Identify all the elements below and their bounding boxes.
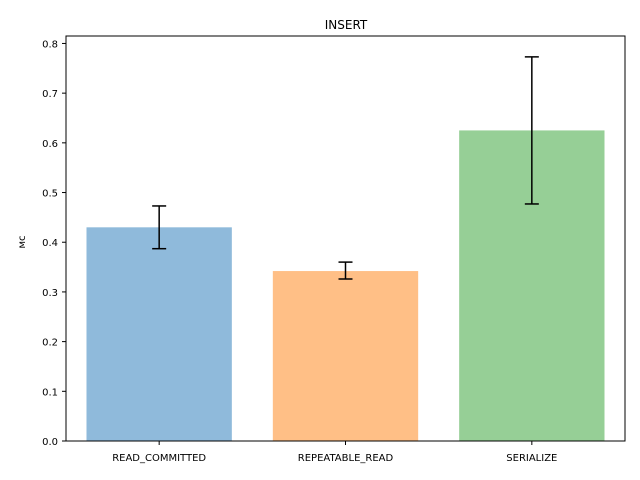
- x-tick-label: READ_COMMITTED: [112, 453, 206, 464]
- y-tick-label: 0.6: [42, 139, 58, 150]
- y-tick-label: 0.7: [42, 89, 58, 100]
- error-bar-0: [152, 205, 167, 250]
- bar-1: [272, 271, 419, 441]
- x-tick-label: REPEATABLE_READ: [298, 453, 394, 464]
- y-axis-label: мс: [17, 235, 28, 248]
- y-tick-label: 0.1: [42, 387, 58, 398]
- x-axis-ticks: READ_COMMITTED REPEATABLE_READ SERIALIZE: [112, 441, 557, 464]
- y-tick-label: 0.8: [42, 39, 58, 50]
- y-tick-label: 0.0: [42, 437, 58, 448]
- error-bars-group: [152, 56, 539, 280]
- bars-group: [86, 130, 605, 441]
- bar-0: [86, 227, 232, 441]
- error-bar-1: [338, 261, 353, 280]
- y-tick-label: 0.2: [42, 338, 58, 349]
- y-tick-label: 0.4: [42, 238, 58, 249]
- chart-title: INSERT: [325, 18, 368, 32]
- error-bar-2: [524, 56, 539, 205]
- y-tick-label: 0.3: [42, 288, 58, 299]
- x-tick-label: SERIALIZE: [506, 453, 557, 464]
- y-tick-label: 0.5: [42, 189, 58, 200]
- y-axis-ticks: 0.0 0.1 0.2 0.3 0.4 0.5 0.6 0.7 0.8: [42, 39, 66, 448]
